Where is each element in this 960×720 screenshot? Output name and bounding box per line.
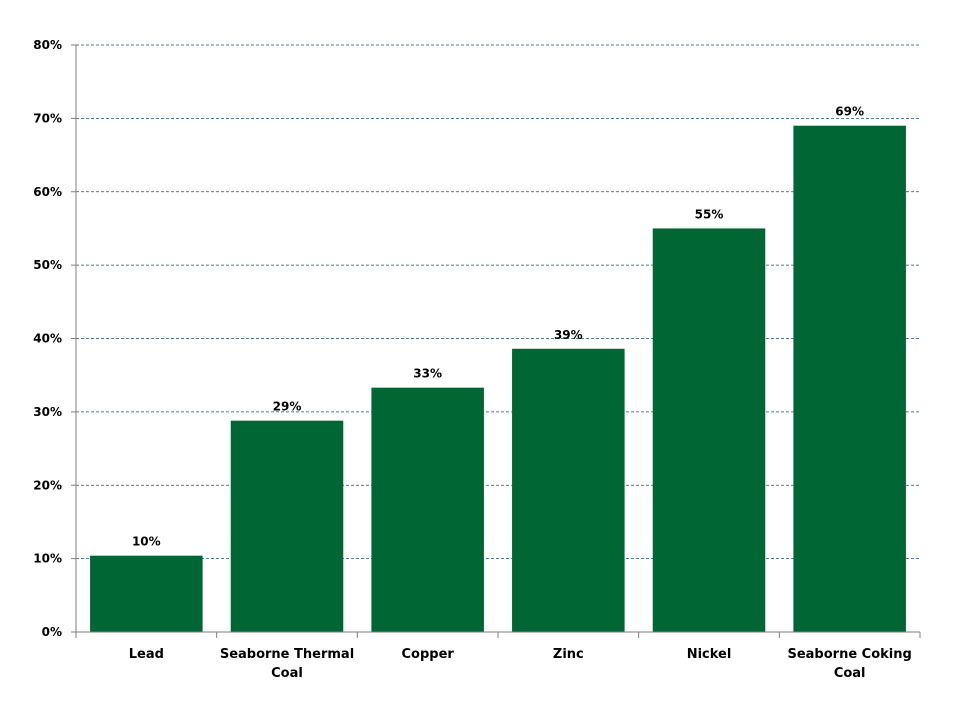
bars (90, 125, 906, 633)
bar-seaborne-coking-coal (793, 125, 906, 633)
data-label: 55% (695, 207, 724, 221)
category-label-line: Nickel (687, 647, 732, 662)
category-label-line: Coal (271, 666, 303, 681)
y-tick-label: 10% (33, 552, 62, 566)
category-label-line: Seaborne Coking (787, 647, 911, 662)
category-label: Seaborne Thermal Coal (220, 647, 354, 681)
bar-copper (371, 387, 484, 632)
y-tick-label: 0% (42, 625, 62, 639)
category-label: Copper (402, 647, 455, 662)
y-tick-label: 40% (33, 332, 62, 346)
category-label-line: Coal (834, 666, 866, 681)
category-label-line: Copper (402, 647, 455, 662)
category-label: Seaborne Coking Coal (787, 647, 911, 681)
category-label: Zinc (553, 647, 584, 662)
axes (71, 44, 921, 638)
bar-zinc (512, 348, 625, 632)
y-tick-label: 20% (33, 478, 62, 492)
y-tick-label: 30% (33, 405, 62, 419)
y-tick-label: 60% (33, 185, 62, 199)
category-label-line: Zinc (553, 647, 584, 662)
data-label: 29% (273, 400, 302, 414)
data-label: 69% (835, 105, 864, 119)
labels: 0% 10% 20% 30% 40% 50% 60% 70% 80% 10% Lead 29% Seab… (33, 38, 912, 681)
category-label: Nickel (687, 647, 732, 662)
y-tick-label: 80% (33, 38, 62, 52)
gridlines (76, 44, 920, 560)
y-tick-label: 70% (33, 111, 62, 125)
data-label: 10% (132, 535, 161, 549)
bar-seaborne-thermal-coal (230, 420, 344, 632)
category-label-line: Lead (129, 647, 164, 662)
category-label-line: Seaborne Thermal (220, 647, 354, 662)
data-label: 33% (413, 367, 442, 381)
bar-nickel (652, 228, 766, 632)
data-label: 39% (554, 328, 583, 342)
bar-lead (90, 555, 203, 632)
y-tick-label: 50% (33, 258, 62, 272)
category-label: Lead (129, 647, 164, 662)
